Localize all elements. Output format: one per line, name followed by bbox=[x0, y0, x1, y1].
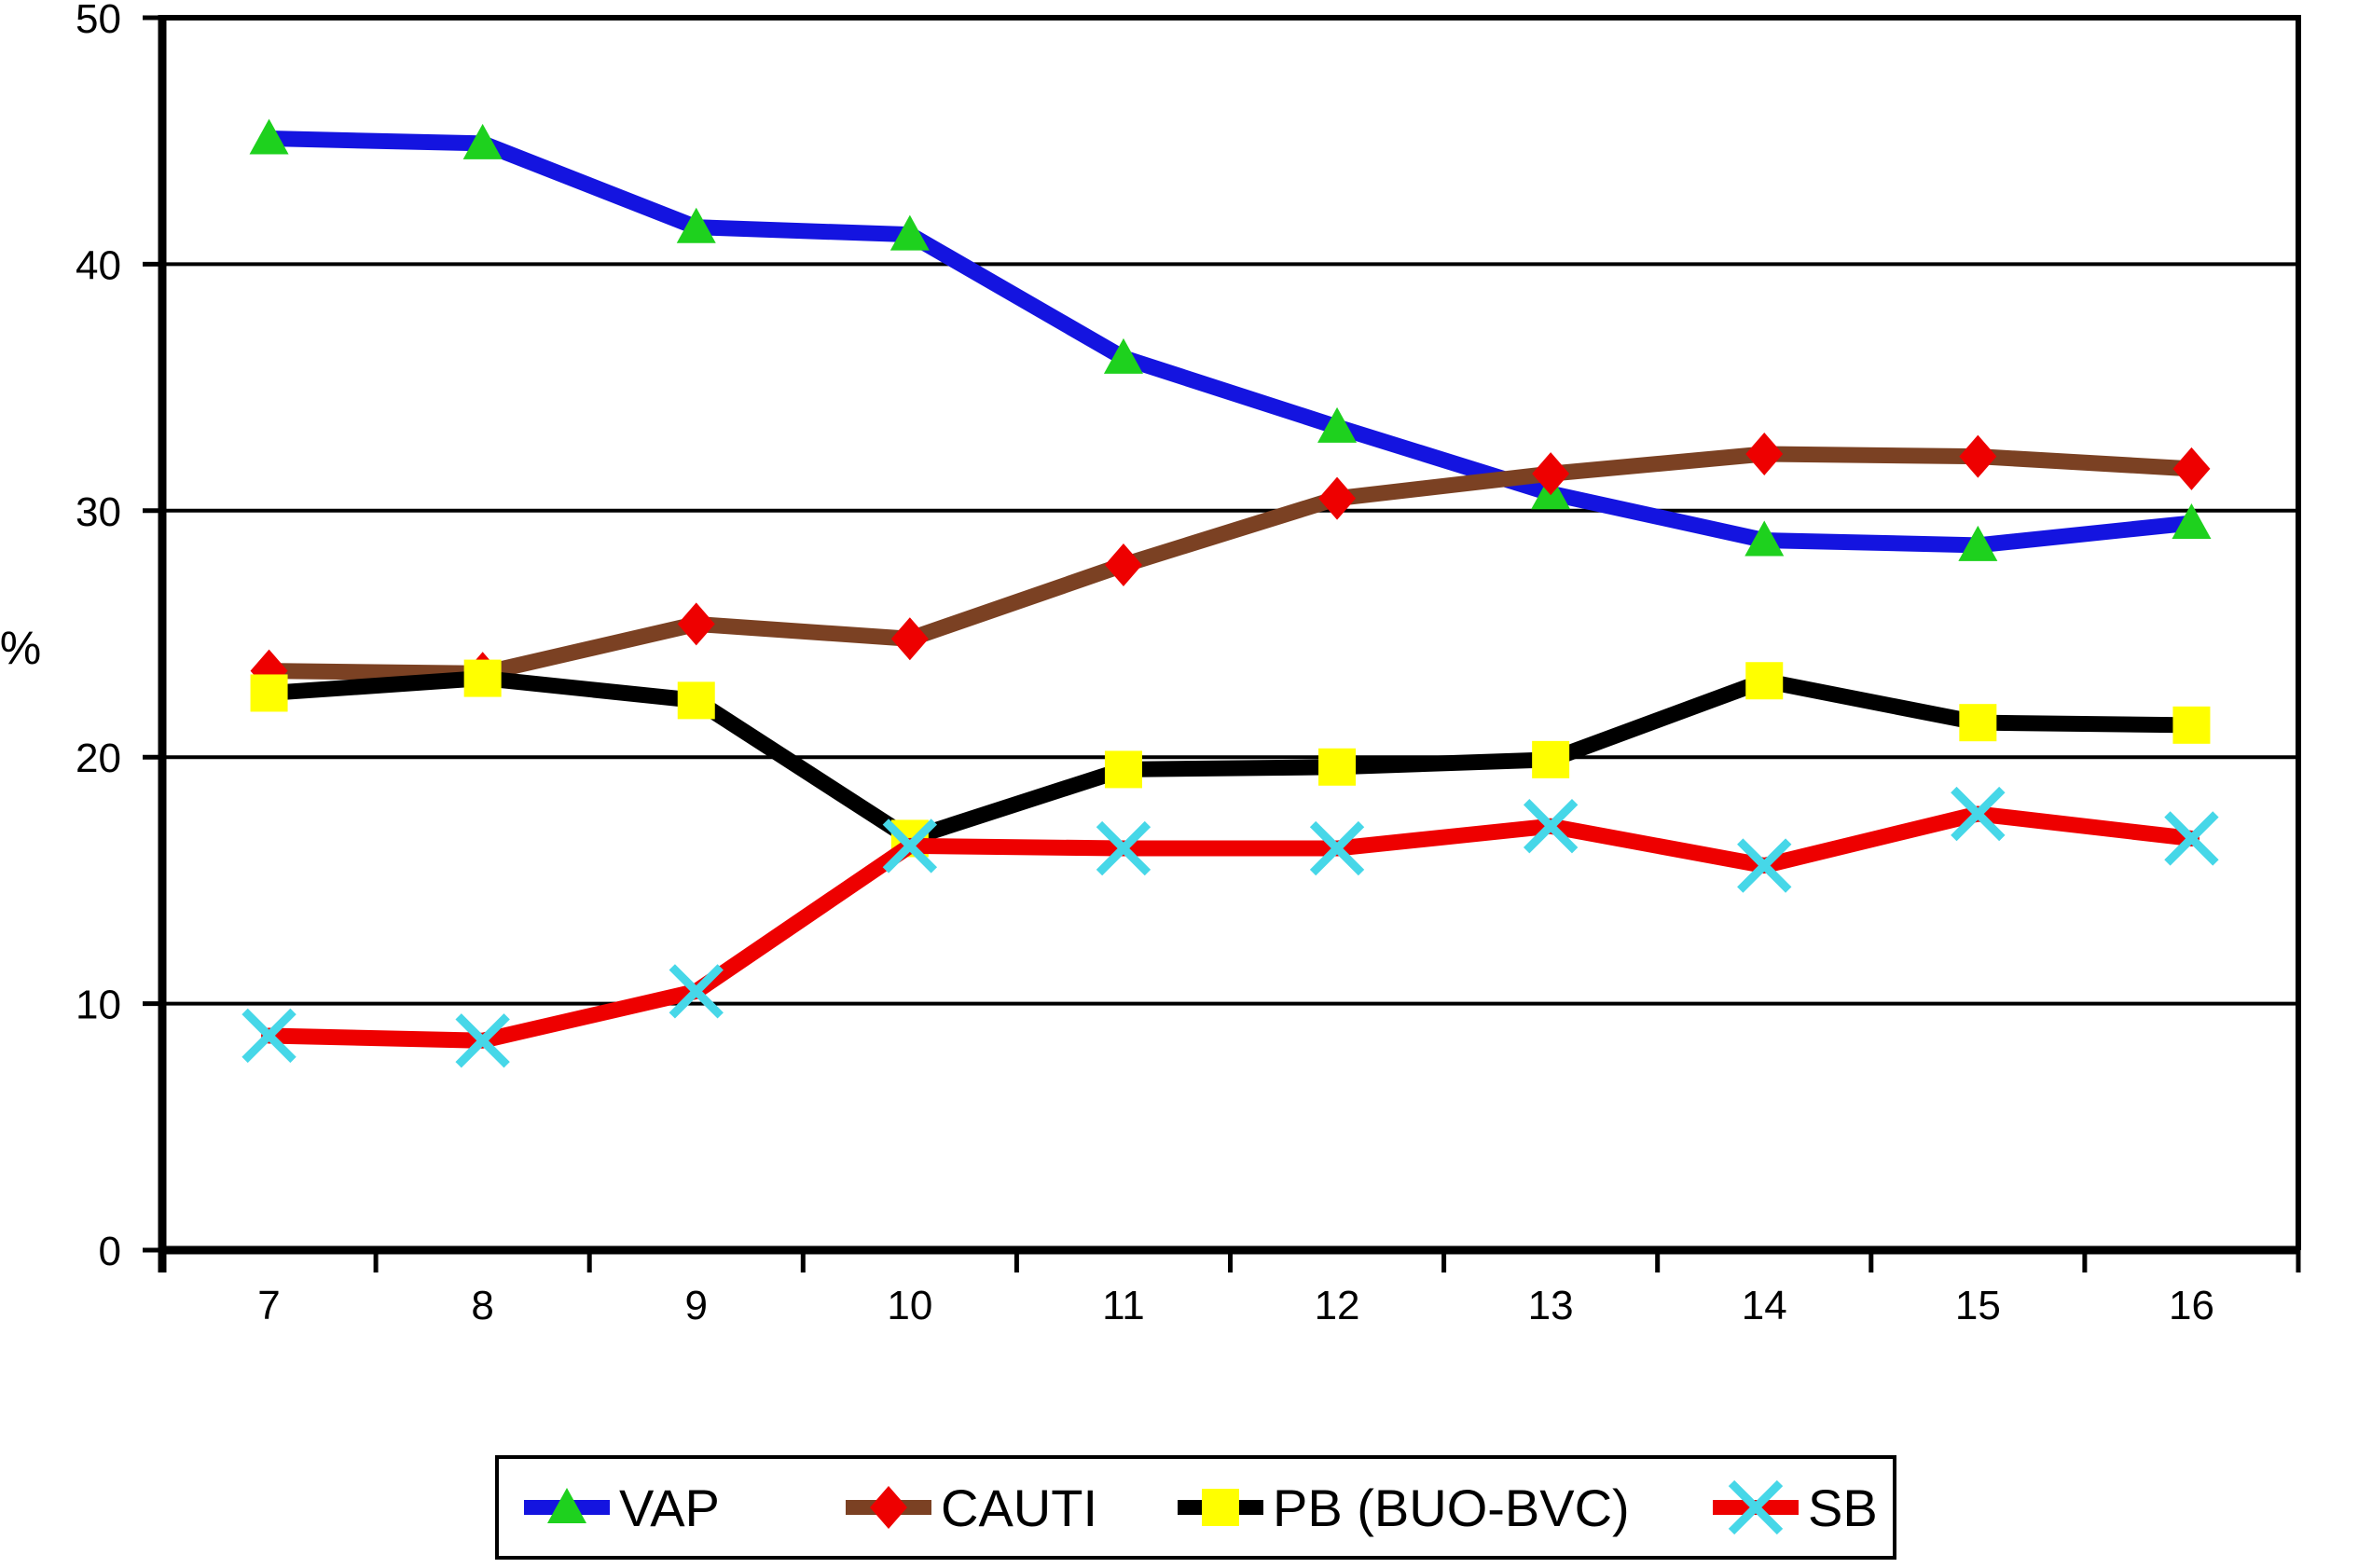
marker-PB (BUO-BVC)-x13 bbox=[1532, 740, 1570, 778]
marker-SB-x7 bbox=[241, 1008, 296, 1064]
marker-SB-x11 bbox=[1096, 820, 1151, 876]
x-tick-label-13: 13 bbox=[1528, 1283, 1574, 1328]
marker-CAUTI-x13 bbox=[1532, 452, 1570, 496]
x-tick-label-7: 7 bbox=[257, 1283, 280, 1328]
legend-label-SB: SB bbox=[1808, 1479, 1878, 1537]
marker-VAP-x11 bbox=[1103, 337, 1143, 374]
legend-label-CAUTI: CAUTI bbox=[941, 1479, 1097, 1537]
marker-CAUTI-x11 bbox=[1104, 543, 1142, 586]
y-tick-label-40: 40 bbox=[76, 242, 121, 288]
marker-VAP-x9 bbox=[676, 207, 716, 243]
marker-SB-x16 bbox=[2164, 811, 2219, 866]
x-tick-label-12: 12 bbox=[1315, 1283, 1360, 1328]
marker-VAP-x10 bbox=[889, 214, 930, 251]
x-tick-label-8: 8 bbox=[471, 1283, 493, 1328]
y-tick-label-0: 0 bbox=[99, 1229, 121, 1274]
y-axis-title: % bbox=[0, 622, 41, 674]
marker-SB-x9 bbox=[669, 964, 724, 1019]
marker-PB (BUO-BVC)-x8 bbox=[463, 659, 502, 697]
marker-SB-x8 bbox=[455, 1013, 510, 1068]
marker-SB-x15 bbox=[1951, 786, 2006, 842]
marker-SB-x13 bbox=[1523, 799, 1579, 854]
marker-CAUTI-x14 bbox=[1745, 432, 1784, 475]
marker-VAP-x15 bbox=[1958, 525, 1998, 561]
marker-SB-x12 bbox=[1309, 820, 1365, 876]
series-line-CAUTI bbox=[261, 446, 2199, 681]
series-line-PB (BUO-BVC) bbox=[261, 670, 2199, 846]
marker-SB-x14 bbox=[1737, 838, 1792, 893]
marker-CAUTI-x15 bbox=[1959, 434, 1997, 478]
marker-PB (BUO-BVC)-x9 bbox=[677, 681, 715, 720]
marker-PB (BUO-BVC)-x11 bbox=[1104, 750, 1142, 789]
series-line-VAP bbox=[261, 131, 2199, 554]
legend-marker-CAUTI bbox=[870, 1486, 907, 1529]
marker-VAP-x12 bbox=[1317, 406, 1358, 443]
x-tick-label-10: 10 bbox=[887, 1283, 932, 1328]
marker-VAP-x7 bbox=[249, 118, 289, 155]
x-tick-label-16: 16 bbox=[2169, 1283, 2214, 1328]
y-tick-label-50: 50 bbox=[76, 0, 121, 42]
marker-CAUTI-x10 bbox=[890, 617, 929, 661]
marker-CAUTI-x9 bbox=[677, 602, 715, 646]
marker-PB (BUO-BVC)-x12 bbox=[1318, 748, 1357, 786]
marker-VAP-x16 bbox=[2172, 503, 2212, 540]
marker-PB (BUO-BVC)-x16 bbox=[2172, 706, 2211, 744]
x-tick-label-11: 11 bbox=[1102, 1283, 1145, 1328]
y-tick-label-30: 30 bbox=[76, 489, 121, 535]
marker-PB (BUO-BVC)-x15 bbox=[1959, 704, 1997, 742]
y-tick-label-20: 20 bbox=[76, 736, 121, 781]
x-tick-label-14: 14 bbox=[1742, 1283, 1787, 1328]
legend-marker-PB (BUO-BVC) bbox=[1202, 1489, 1239, 1526]
y-tick-label-10: 10 bbox=[76, 983, 121, 1028]
marker-PB (BUO-BVC)-x14 bbox=[1745, 662, 1784, 700]
marker-CAUTI-x16 bbox=[2172, 447, 2211, 490]
marker-VAP-x14 bbox=[1744, 520, 1785, 557]
marker-CAUTI-x12 bbox=[1318, 476, 1357, 520]
legend-label-VAP: VAP bbox=[619, 1479, 720, 1537]
legend-marker-SB bbox=[1728, 1479, 1784, 1535]
legend-label-PB (BUO-BVC): PB (BUO-BVC) bbox=[1273, 1479, 1630, 1537]
legend-marker-VAP bbox=[547, 1488, 586, 1523]
x-tick-label-15: 15 bbox=[1955, 1283, 2001, 1328]
marker-VAP-x8 bbox=[462, 123, 503, 159]
x-tick-label-9: 9 bbox=[685, 1283, 708, 1328]
marker-SB-x10 bbox=[882, 818, 938, 873]
marker-PB (BUO-BVC)-x7 bbox=[250, 674, 288, 712]
series-line-SB bbox=[261, 805, 2199, 1049]
